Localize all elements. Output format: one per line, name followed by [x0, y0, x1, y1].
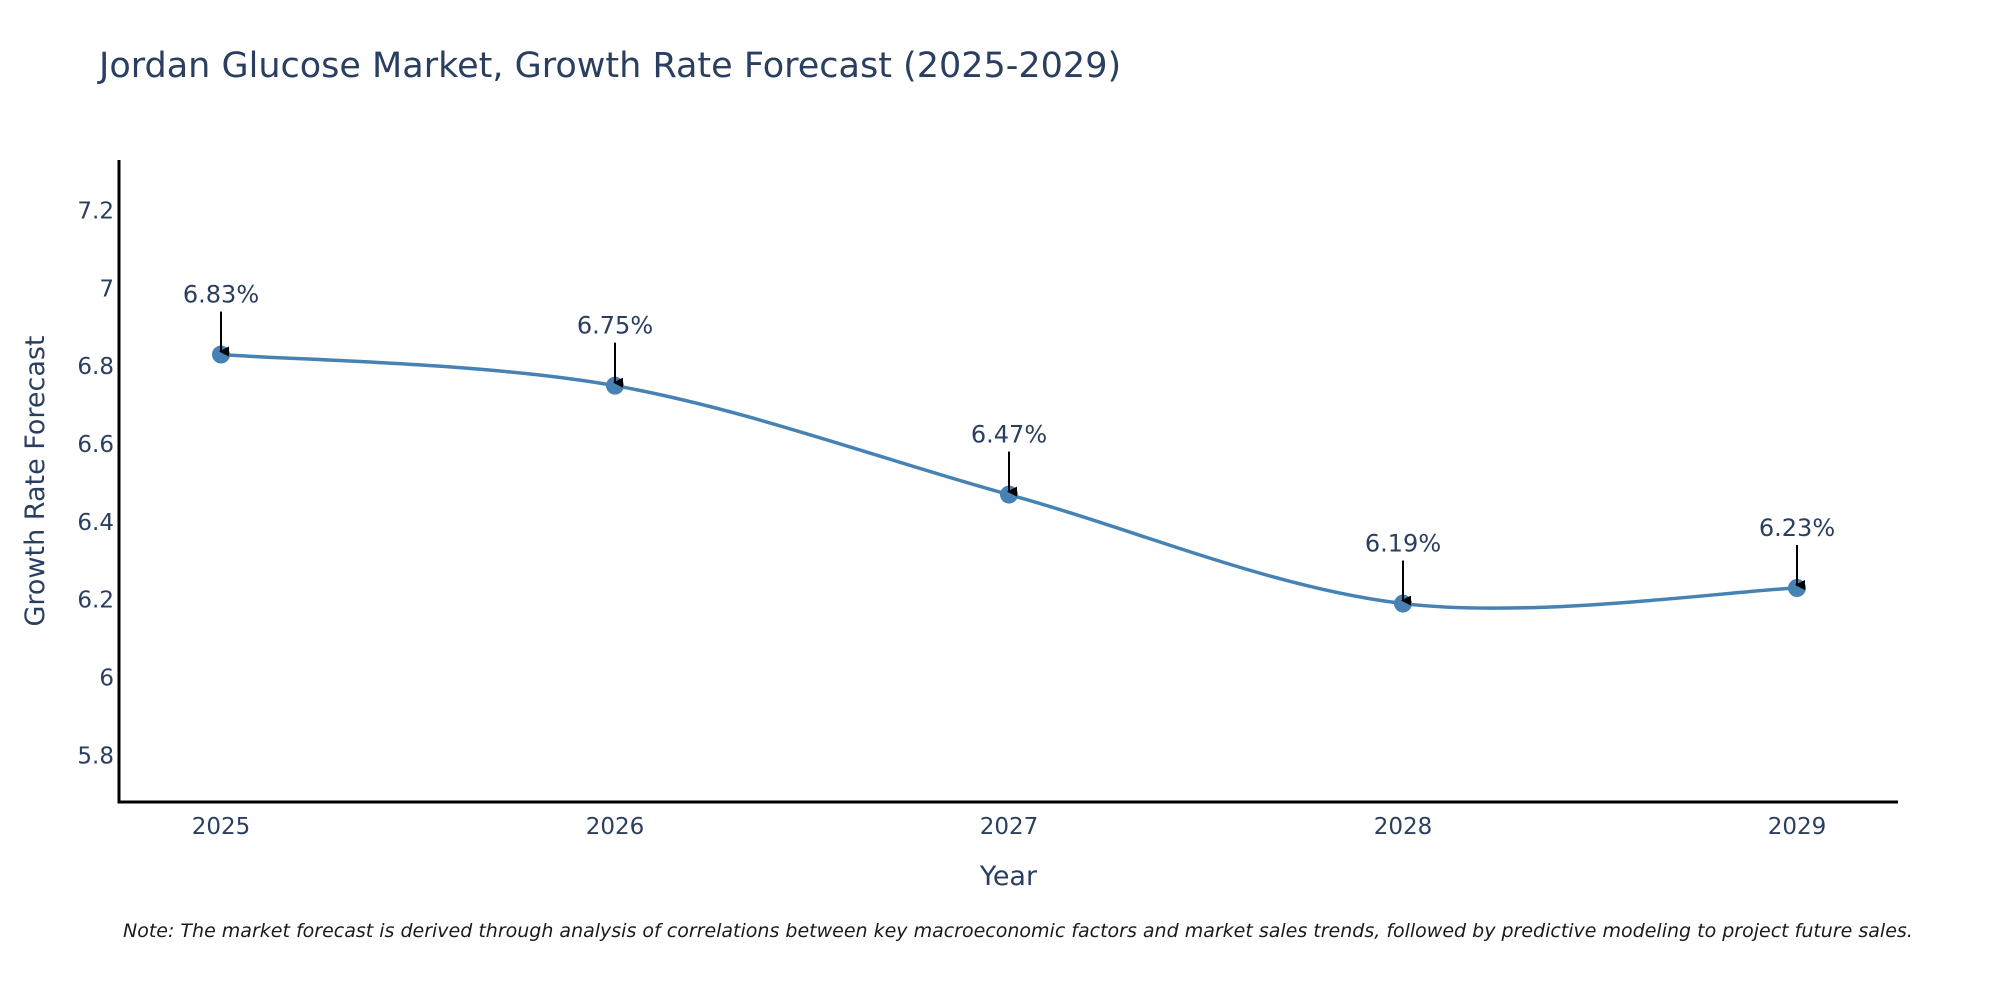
chart-title: Jordan Glucose Market, Growth Rate Forec… [99, 46, 1122, 86]
data-label: 6.23% [1759, 514, 1835, 542]
y-axis-title: Growth Rate Forecast [20, 335, 51, 626]
data-label: 6.19% [1365, 530, 1441, 558]
x-tick-label: 2027 [980, 814, 1039, 840]
x-axis-ticks: 2025 2026 2027 2028 2029 [192, 814, 1827, 840]
x-tick-label: 2026 [586, 814, 645, 840]
y-tick-label: 7.2 [77, 199, 114, 225]
data-annotations: 6.83% 6.75% 6.47% 6.19% 6.23% [183, 281, 1835, 606]
chart-note: Note: The market forecast is derived thr… [123, 920, 1913, 942]
x-tick-label: 2028 [1374, 814, 1433, 840]
y-tick-label: 5.8 [77, 743, 114, 769]
x-tick-label: 2025 [192, 814, 251, 840]
y-tick-label: 6 [99, 665, 114, 691]
data-label: 6.47% [971, 421, 1047, 449]
y-tick-label: 6.6 [77, 432, 114, 458]
data-label: 6.75% [577, 312, 653, 340]
y-tick-label: 6.8 [77, 354, 114, 380]
y-tick-label: 7 [99, 276, 114, 302]
x-axis-title: Year [979, 861, 1038, 892]
y-tick-label: 6.4 [77, 510, 114, 536]
y-tick-label: 6.2 [77, 588, 114, 614]
y-axis-ticks: 5.8 6 6.2 6.4 6.6 6.8 7 7.2 [77, 199, 114, 770]
data-label: 6.83% [183, 281, 259, 309]
axes [117, 160, 1898, 804]
x-tick-label: 2029 [1768, 814, 1827, 840]
